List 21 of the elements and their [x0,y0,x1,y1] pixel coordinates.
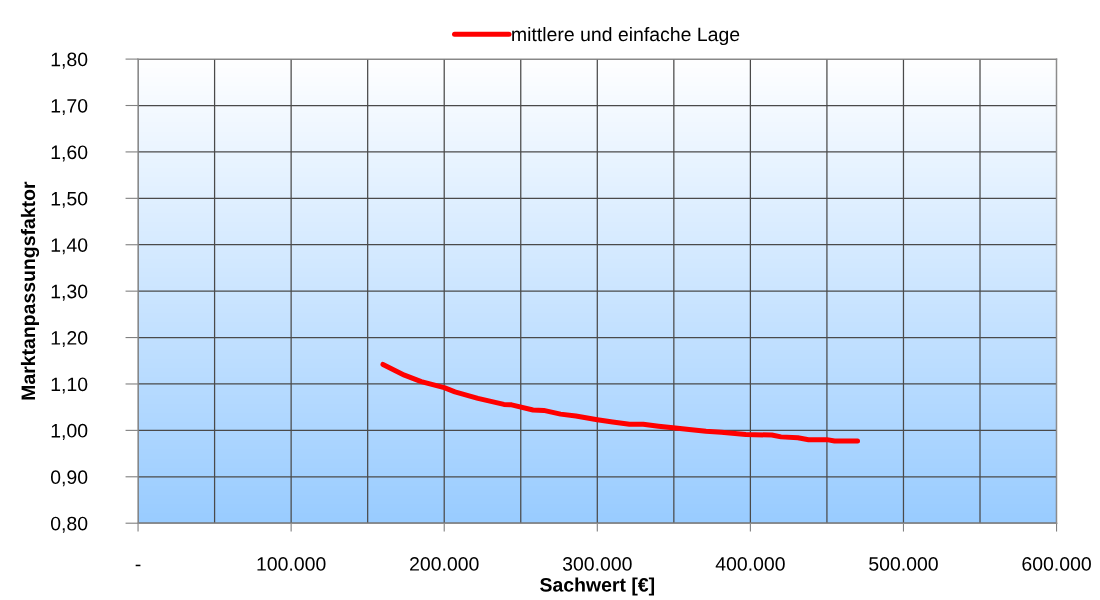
x-tick-label: 600.000 [1022,557,1091,571]
y-tick-label: 1,10 [51,377,88,394]
x-tick-label: 500.000 [869,557,938,571]
y-tick-label: 1,30 [51,284,88,301]
y-tick-label: 0,90 [50,470,88,487]
x-tick-label: 300.000 [562,557,632,571]
x-tick-label: 100.000 [257,557,326,571]
y-tick-label: 1,40 [51,238,88,255]
y-tick-label: 1,70 [51,98,88,116]
y-tick-label: 1,80 [51,52,88,69]
legend-label: mittlere und einfache Lage [512,26,740,46]
x-tick-label: - [135,564,141,567]
y-tick-label: 1,00 [51,423,88,440]
y-tick-label: 0,80 [50,516,88,533]
y-axis-title: Marktanpassungsfaktor [20,181,40,400]
x-axis-title: Sachwert [€] [540,577,655,596]
y-tick-label: 1,20 [51,331,88,348]
x-tick-label: 200.000 [410,557,479,571]
x-tick-label: 400.000 [715,557,785,571]
y-tick-label: 1,60 [51,145,88,162]
y-tick-label: 1,50 [51,191,88,208]
